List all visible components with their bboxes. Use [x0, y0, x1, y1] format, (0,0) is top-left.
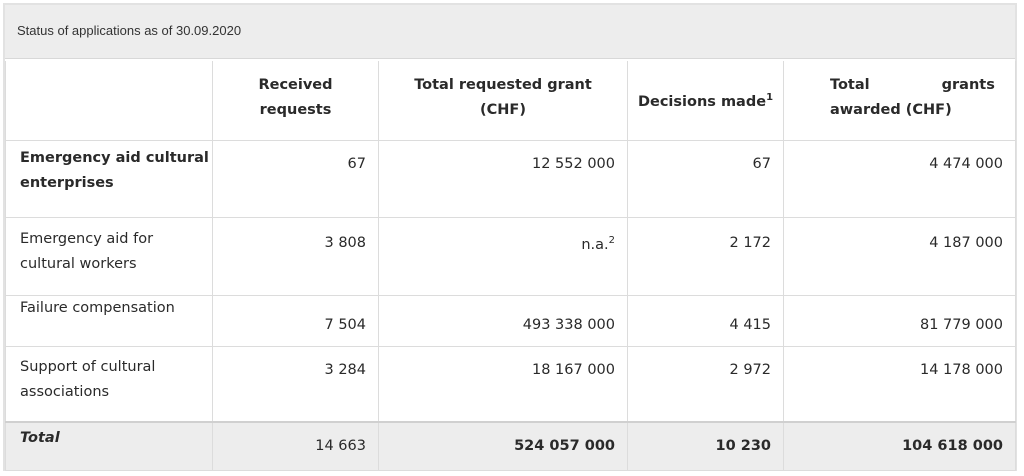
cell-received: 3 284 — [212, 345, 379, 423]
header-awarded: Total grants awarded (CHF) — [783, 61, 1016, 141]
header-requested: Total requested grant (CHF) — [378, 61, 628, 141]
total-requested: 524 057 000 — [378, 421, 628, 471]
applications-table: Received requests Total requested grant … — [5, 61, 1016, 471]
table-row: Emergency aid for cultural workers 3 808… — [5, 216, 1016, 296]
footnote-1: 1 — [766, 92, 774, 103]
caption-text: Status of applications as of 30.09.2020 — [17, 23, 242, 38]
total-decisions: 10 230 — [627, 421, 784, 471]
table-caption: Status of applications as of 30.09.2020 — [5, 5, 1015, 59]
cell-requested: 12 552 000 — [378, 139, 628, 218]
row-label: Failure compensation — [5, 294, 213, 347]
header-empty — [5, 61, 213, 141]
table-row: Support of cultural associations 3 284 1… — [5, 345, 1016, 423]
header-received: Received requests — [212, 61, 379, 141]
row-label: Support of cultural associations — [5, 345, 213, 423]
total-awarded: 104 618 000 — [783, 421, 1016, 471]
cell-awarded: 14 178 000 — [783, 345, 1016, 423]
cell-awarded: 4 474 000 — [783, 139, 1016, 218]
cell-decisions: 2 972 — [627, 345, 784, 423]
cell-decisions: 2 172 — [627, 216, 784, 296]
cell-awarded: 4 187 000 — [783, 216, 1016, 296]
cell-received: 67 — [212, 139, 379, 218]
table-row: Failure compensation 7 504 493 338 000 4… — [5, 294, 1016, 347]
cell-requested: 18 167 000 — [378, 345, 628, 423]
cell-received: 3 808 — [212, 216, 379, 296]
row-label: Emergency aid for cultural workers — [5, 216, 213, 296]
table-row: Emergency aid cultural enterprises 67 12… — [5, 139, 1016, 218]
total-received: 14 663 — [212, 421, 379, 471]
row-label: Emergency aid cultural enterprises — [5, 139, 213, 218]
header-row: Received requests Total requested grant … — [5, 61, 1016, 141]
cell-received: 7 504 — [212, 294, 379, 347]
cell-decisions: 67 — [627, 139, 784, 218]
total-row: Total 14 663 524 057 000 10 230 104 618 … — [5, 421, 1016, 471]
header-decisions: Decisions made1 — [627, 61, 784, 141]
footnote-2: 2 — [608, 234, 615, 246]
total-label: Total — [5, 421, 213, 471]
cell-awarded: 81 779 000 — [783, 294, 1016, 347]
applications-table-panel: Status of applications as of 30.09.2020 … — [3, 3, 1017, 471]
cell-decisions: 4 415 — [627, 294, 784, 347]
cell-requested: n.a.2 — [378, 216, 628, 296]
cell-requested: 493 338 000 — [378, 294, 628, 347]
